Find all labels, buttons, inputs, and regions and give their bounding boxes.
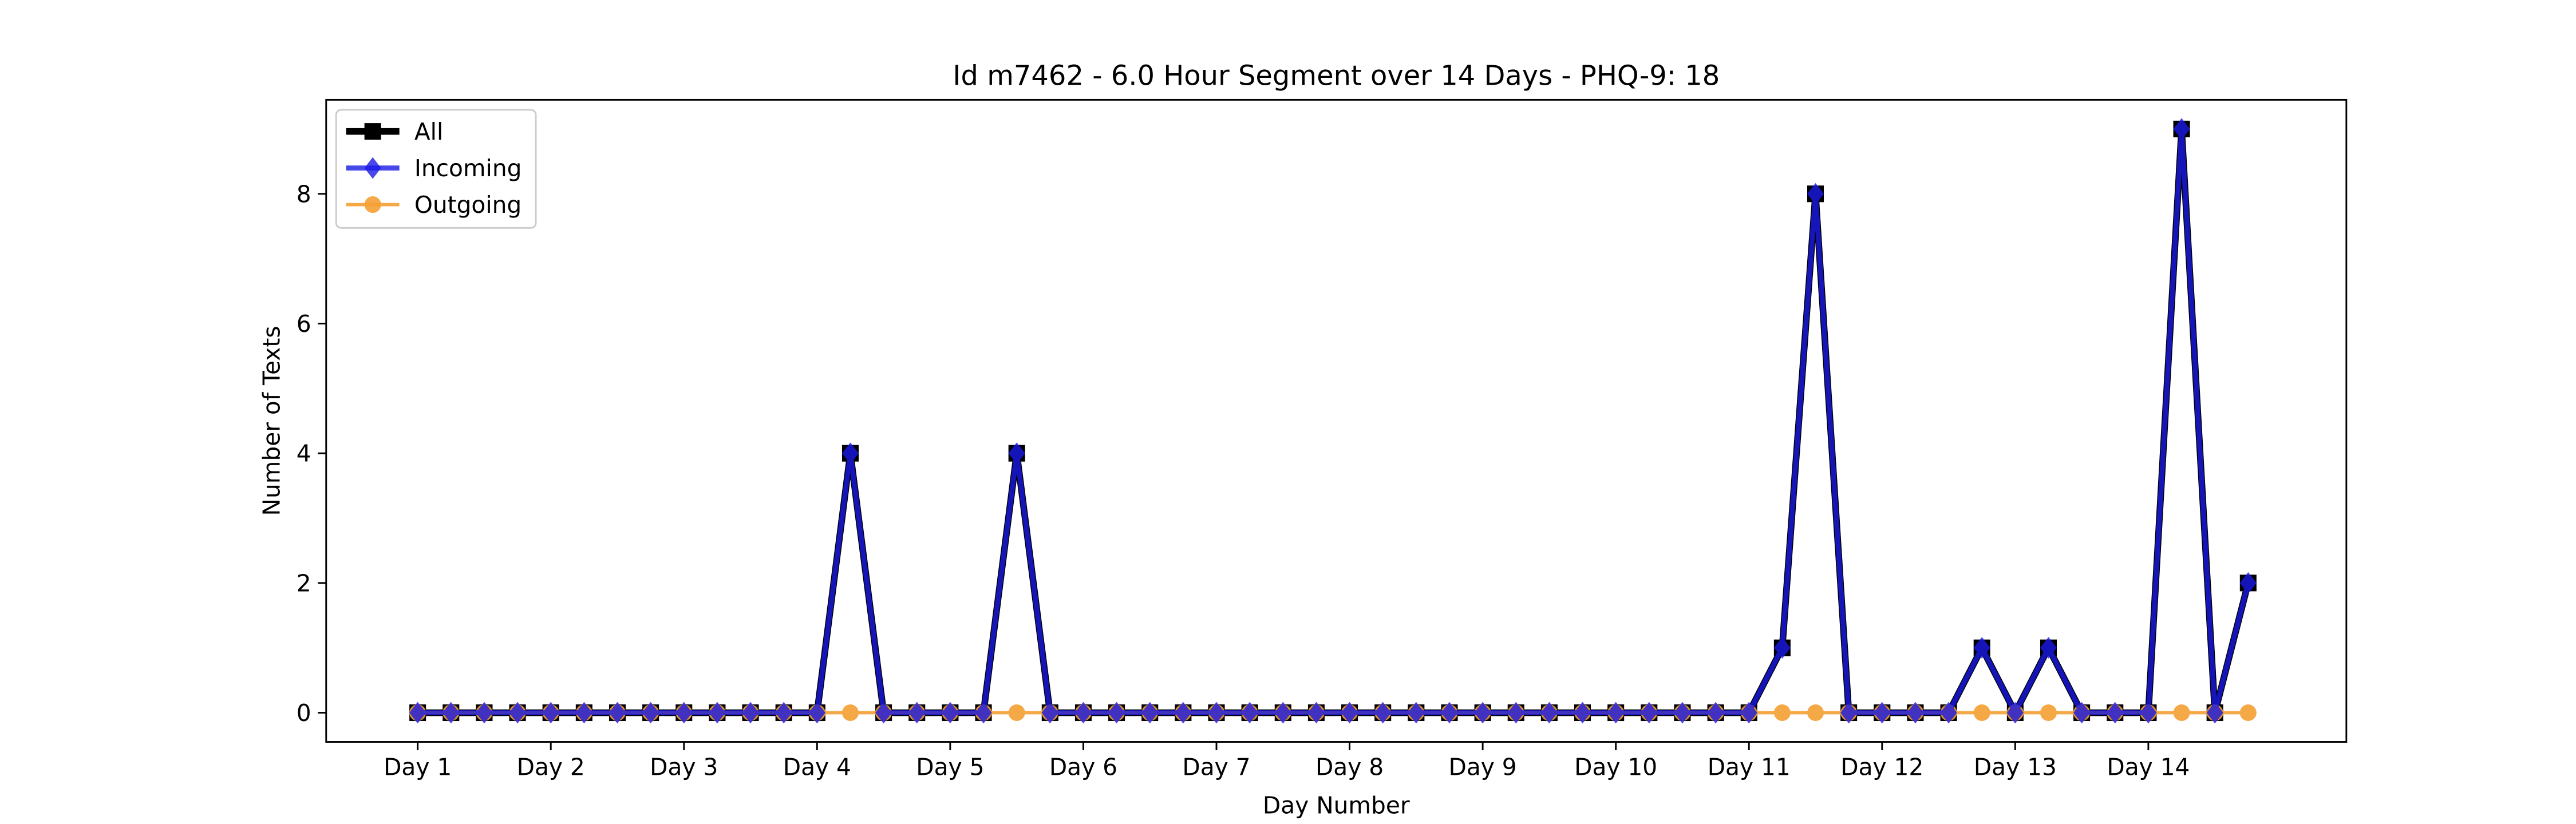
x-tick-label: Day 1 bbox=[384, 754, 452, 781]
point bbox=[1740, 702, 1757, 724]
x-tick-label: Day 5 bbox=[916, 754, 984, 781]
point bbox=[2006, 702, 2024, 724]
point bbox=[775, 702, 792, 724]
x-tick-label: Day 6 bbox=[1049, 754, 1117, 781]
point bbox=[1241, 702, 1258, 724]
legend-box bbox=[335, 109, 537, 229]
y-tick-label: 6 bbox=[297, 310, 311, 338]
y-tick-label: 0 bbox=[297, 699, 311, 727]
point bbox=[1773, 704, 1791, 722]
point bbox=[1074, 702, 1092, 724]
point bbox=[1008, 442, 1025, 465]
point bbox=[2239, 704, 2257, 722]
point bbox=[1540, 702, 1558, 724]
point bbox=[1408, 702, 1425, 724]
x-tick-label: Day 3 bbox=[650, 754, 718, 781]
point bbox=[1041, 702, 1058, 724]
point bbox=[742, 702, 759, 724]
point bbox=[1773, 637, 1791, 659]
point bbox=[2173, 704, 2190, 722]
point bbox=[1840, 702, 1858, 724]
point bbox=[1574, 702, 1591, 724]
point bbox=[1674, 702, 1691, 724]
x-tick-label: Day 9 bbox=[1449, 754, 1517, 781]
point bbox=[1274, 702, 1291, 724]
point bbox=[942, 702, 959, 724]
point bbox=[364, 123, 381, 140]
x-tick-label: Day 7 bbox=[1182, 754, 1250, 781]
x-tick-label: Day 10 bbox=[1574, 754, 1657, 781]
point bbox=[2173, 118, 2190, 140]
y-tick-label: 4 bbox=[297, 440, 311, 468]
x-axis-label: Day Number bbox=[1263, 792, 1410, 819]
plot-frame bbox=[325, 98, 2348, 743]
point bbox=[1374, 702, 1392, 724]
x-tick-label: Day 11 bbox=[1708, 754, 1791, 781]
point bbox=[1175, 702, 1192, 724]
point bbox=[509, 702, 526, 724]
point bbox=[642, 702, 659, 724]
point bbox=[1707, 702, 1724, 724]
point bbox=[364, 196, 381, 213]
point bbox=[841, 442, 859, 465]
x-tick-label: Day 2 bbox=[517, 754, 585, 781]
x-tick-label: Day 12 bbox=[1840, 754, 1923, 781]
chart-title: Id m7462 - 6.0 Hour Segment over 14 Days… bbox=[953, 60, 1720, 92]
point bbox=[1008, 704, 1025, 722]
point bbox=[1973, 704, 1990, 722]
point bbox=[675, 702, 693, 724]
point bbox=[1108, 702, 1125, 724]
point bbox=[975, 702, 992, 724]
point bbox=[1441, 702, 1458, 724]
point bbox=[2040, 704, 2057, 722]
x-tick-label: Day 13 bbox=[1974, 754, 2057, 781]
y-tick-label: 8 bbox=[297, 180, 311, 208]
point bbox=[1874, 702, 1891, 724]
point bbox=[542, 702, 559, 724]
point bbox=[609, 702, 626, 724]
point bbox=[1607, 702, 1625, 724]
point bbox=[1307, 702, 1325, 724]
point bbox=[709, 702, 726, 724]
legend-label: Outgoing bbox=[414, 191, 521, 219]
x-tick-label: Day 14 bbox=[2107, 754, 2190, 781]
y-tick-label: 2 bbox=[297, 569, 311, 597]
y-axis-label: Number of Texts bbox=[258, 326, 285, 516]
series bbox=[409, 118, 2257, 724]
x-tick-label: Day 8 bbox=[1315, 754, 1384, 781]
point bbox=[409, 702, 426, 724]
point bbox=[575, 702, 592, 724]
point bbox=[1973, 637, 1990, 659]
point bbox=[476, 702, 493, 724]
point bbox=[2107, 702, 2124, 724]
point bbox=[1807, 704, 1824, 722]
point bbox=[1141, 702, 1159, 724]
point bbox=[2140, 702, 2157, 724]
point bbox=[2206, 702, 2223, 724]
point bbox=[808, 702, 825, 724]
point bbox=[908, 702, 926, 724]
point bbox=[841, 704, 859, 722]
legend-label: All bbox=[414, 118, 443, 145]
x-tick-label: Day 4 bbox=[783, 754, 851, 781]
point bbox=[875, 702, 892, 724]
legend-label: Incoming bbox=[414, 154, 522, 182]
point bbox=[2073, 702, 2091, 724]
point bbox=[442, 702, 460, 724]
